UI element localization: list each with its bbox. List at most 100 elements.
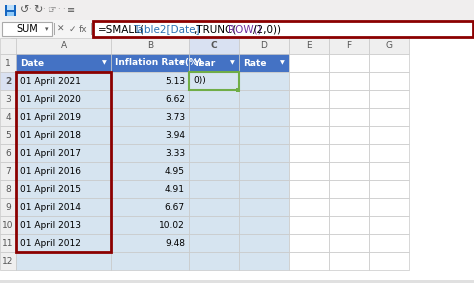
Bar: [0, 72, 16, 90]
Bar: [0, 108, 16, 126]
Text: Rate: Rate: [243, 59, 266, 68]
Bar: [329, 162, 369, 180]
Bar: [0, 162, 16, 180]
Text: /2,0)): /2,0)): [253, 24, 281, 34]
Bar: [7, 12, 14, 16]
Text: ROW(): ROW(): [228, 24, 262, 34]
Bar: [289, 54, 329, 72]
Text: Date: Date: [20, 59, 44, 68]
Text: B: B: [147, 42, 153, 50]
Text: 01 April 2012: 01 April 2012: [20, 239, 81, 248]
Text: 5.13: 5.13: [165, 76, 185, 85]
Bar: [16, 252, 111, 270]
Bar: [329, 54, 369, 72]
Bar: [189, 54, 239, 72]
Text: ↻: ↻: [33, 5, 42, 15]
Text: Inflation Rate(%): Inflation Rate(%): [115, 59, 202, 68]
Bar: [369, 198, 409, 216]
Bar: [329, 126, 369, 144]
Text: ·: ·: [42, 5, 45, 14]
Bar: [16, 198, 111, 216]
Bar: [369, 108, 409, 126]
Bar: [189, 126, 239, 144]
Text: ↺: ↺: [20, 5, 29, 15]
Bar: [0, 280, 474, 283]
Bar: [369, 90, 409, 108]
Bar: [239, 108, 289, 126]
Bar: [239, 126, 289, 144]
Bar: [111, 216, 189, 234]
Text: 4.91: 4.91: [165, 185, 185, 194]
Text: Year: Year: [193, 59, 215, 68]
Text: 6.62: 6.62: [165, 95, 185, 104]
Bar: [111, 90, 189, 108]
Bar: [111, 180, 189, 198]
Text: ≡: ≡: [67, 5, 75, 15]
Bar: [289, 216, 329, 234]
Text: 01 April 2019: 01 April 2019: [20, 113, 81, 121]
Bar: [239, 234, 289, 252]
Bar: [369, 216, 409, 234]
Bar: [16, 38, 111, 54]
Bar: [239, 90, 289, 108]
Bar: [111, 144, 189, 162]
Text: fx: fx: [79, 25, 87, 33]
Bar: [329, 144, 369, 162]
Bar: [329, 72, 369, 90]
Bar: [0, 216, 16, 234]
Bar: [93, 21, 473, 37]
Bar: [5, 5, 16, 16]
Bar: [111, 162, 189, 180]
Bar: [0, 0, 474, 20]
Text: 01 April 2015: 01 April 2015: [20, 185, 81, 194]
Bar: [189, 162, 239, 180]
Bar: [189, 38, 239, 54]
Bar: [289, 198, 329, 216]
Text: D: D: [261, 42, 267, 50]
Bar: [329, 180, 369, 198]
Text: 3.33: 3.33: [165, 149, 185, 158]
Bar: [189, 90, 239, 108]
Bar: [0, 198, 16, 216]
Bar: [16, 234, 111, 252]
Text: ✓: ✓: [68, 25, 76, 33]
Bar: [2, 22, 52, 36]
Text: 01 April 2017: 01 April 2017: [20, 149, 81, 158]
Text: 8: 8: [5, 185, 11, 194]
Bar: [289, 126, 329, 144]
Bar: [0, 54, 16, 72]
Bar: [16, 72, 111, 90]
Bar: [189, 180, 239, 198]
Bar: [369, 162, 409, 180]
Bar: [329, 198, 369, 216]
Text: 6.67: 6.67: [165, 203, 185, 211]
Text: ·: ·: [28, 5, 31, 14]
Bar: [111, 252, 189, 270]
Text: ☞: ☞: [47, 5, 56, 15]
Bar: [239, 54, 289, 72]
Bar: [289, 108, 329, 126]
Bar: [0, 20, 474, 38]
Text: SUM: SUM: [16, 24, 38, 34]
Text: ▼: ▼: [280, 61, 284, 65]
Text: F: F: [346, 42, 352, 50]
Text: ▼: ▼: [101, 61, 106, 65]
Bar: [189, 144, 239, 162]
Bar: [289, 234, 329, 252]
Bar: [329, 252, 369, 270]
Bar: [189, 198, 239, 216]
Bar: [239, 72, 289, 90]
Bar: [54, 23, 55, 35]
Text: 01 April 2020: 01 April 2020: [20, 95, 81, 104]
Bar: [239, 38, 289, 54]
Bar: [0, 252, 16, 270]
Text: C: C: [210, 42, 217, 50]
Bar: [289, 72, 329, 90]
Bar: [369, 54, 409, 72]
Text: ·: ·: [62, 5, 64, 14]
Text: 4: 4: [5, 113, 11, 121]
Bar: [0, 234, 16, 252]
Bar: [369, 72, 409, 90]
Bar: [111, 54, 189, 72]
Text: =SMALL(: =SMALL(: [98, 24, 145, 34]
